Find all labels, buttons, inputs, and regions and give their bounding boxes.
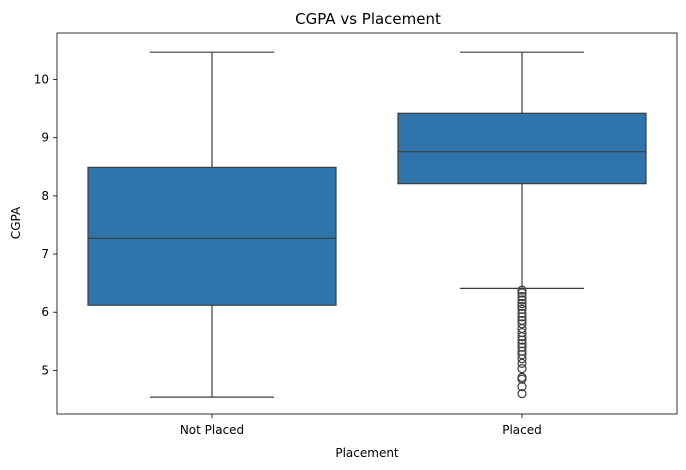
- outlier-point: [517, 364, 527, 374]
- x-tick-label: Not Placed: [180, 423, 244, 437]
- outlier-point: [517, 312, 527, 322]
- outlier-point: [517, 354, 527, 364]
- outlier-point: [517, 350, 527, 360]
- y-axis: 5 6 7 8 9 10: [34, 73, 57, 377]
- y-tick-label: 10: [34, 73, 49, 87]
- outlier-point: [517, 308, 527, 318]
- outlier-point: [517, 301, 527, 311]
- outlier-point: [517, 389, 527, 399]
- y-tick-label: 9: [41, 131, 49, 145]
- outlier-point: [517, 288, 527, 298]
- box-iqr: [87, 166, 337, 306]
- x-axis: Not Placed Placed: [180, 414, 542, 437]
- x-tick-label: Placed: [502, 423, 542, 437]
- outlier-point: [517, 358, 527, 368]
- plot-area-frame: [56, 32, 678, 415]
- y-tick-label: 7: [41, 247, 49, 261]
- outlier-point: [517, 319, 527, 329]
- chart-title: CGPA vs Placement: [295, 10, 441, 28]
- outlier-point: [517, 285, 527, 295]
- y-axis-label: CGPA: [9, 206, 23, 239]
- outlier-point: [517, 335, 527, 345]
- box-iqr: [397, 112, 647, 185]
- y-tick-label: 5: [41, 363, 49, 377]
- outlier-point: [517, 291, 527, 302]
- outlier-point: [517, 332, 527, 342]
- outlier-point: [517, 382, 527, 392]
- y-tick-label: 6: [41, 305, 49, 319]
- box-group-1: [397, 51, 647, 399]
- box-group-0: [87, 51, 337, 398]
- x-axis-label: Placement: [335, 446, 399, 460]
- outlier-point: [517, 298, 527, 309]
- chart-marks: [87, 51, 647, 399]
- outlier-point: [517, 295, 527, 305]
- y-tick-label: 8: [41, 189, 49, 203]
